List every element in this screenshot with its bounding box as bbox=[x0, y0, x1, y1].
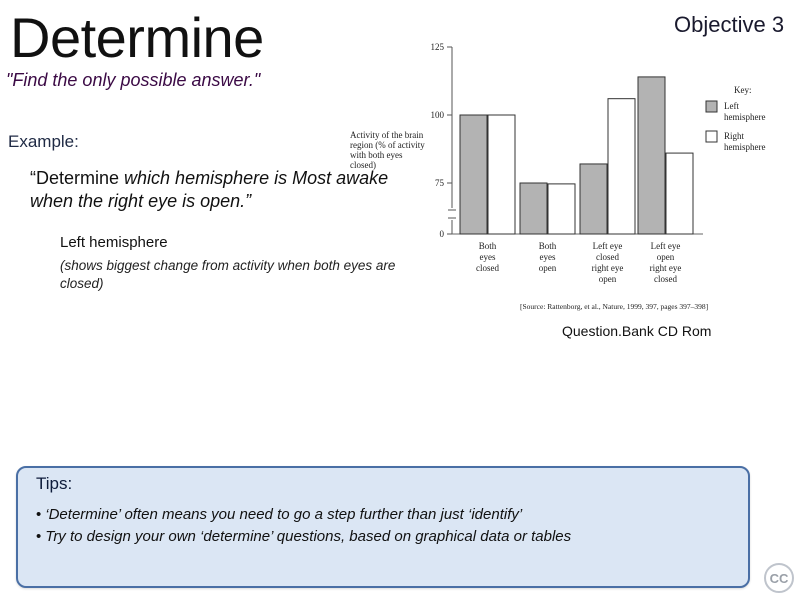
tips-list: ‘Determine’ often means you need to go a… bbox=[36, 504, 571, 548]
x-tick-label: Left eye bbox=[651, 241, 681, 251]
legend-label: Right bbox=[724, 131, 745, 141]
x-tick-label: Both bbox=[479, 241, 497, 251]
y-axis-label: region (% of activity bbox=[350, 140, 425, 150]
tips-title: Tips: bbox=[36, 474, 73, 493]
example-label: Example: bbox=[8, 132, 79, 151]
legend-swatch bbox=[705, 100, 718, 113]
objective-label: Objective 3 bbox=[674, 12, 785, 37]
x-tick-label: right eye bbox=[592, 263, 624, 273]
x-tick-label: Left eye bbox=[593, 241, 623, 251]
x-tick-label: right eye bbox=[650, 263, 682, 273]
y-tick-label: 75 bbox=[435, 178, 445, 188]
bar bbox=[487, 114, 516, 235]
answer-note: (shows biggest change from activity when… bbox=[60, 258, 396, 291]
slide-title: Determine bbox=[10, 6, 264, 69]
bar bbox=[607, 98, 636, 235]
answer-text: Left hemisphere bbox=[60, 234, 168, 251]
legend-title: Key: bbox=[734, 85, 752, 95]
example-quote: “Determine which hemisphere is Most awak… bbox=[30, 167, 410, 213]
bar bbox=[519, 182, 548, 235]
y-axis-label: closed) bbox=[350, 160, 376, 170]
credit-text: Question.Bank CD Rom bbox=[562, 323, 712, 339]
x-tick-label: closed bbox=[476, 263, 499, 273]
y-axis-label: with both eyes bbox=[350, 150, 403, 160]
legend-label: Left bbox=[724, 101, 739, 111]
example-keyword: “Determine bbox=[30, 168, 120, 188]
x-tick-label: open bbox=[539, 263, 557, 273]
instruction-text: "Find the only possible answer." bbox=[6, 70, 261, 90]
x-tick-label: eyes bbox=[540, 252, 556, 262]
x-tick-label: closed bbox=[596, 252, 619, 262]
y-tick-label: 100 bbox=[431, 110, 445, 120]
bar bbox=[637, 76, 666, 235]
tip-item: Try to design your own ‘determine’ quest… bbox=[36, 526, 571, 548]
x-tick-label: open bbox=[657, 252, 675, 262]
legend-label: hemisphere bbox=[724, 112, 765, 122]
y-tick-label: 0 bbox=[440, 229, 445, 239]
bar bbox=[459, 114, 488, 235]
bar bbox=[665, 152, 694, 235]
x-tick-label: closed bbox=[654, 274, 677, 284]
chart-source: [Source: Rattenborg, et al., Nature, 199… bbox=[520, 302, 708, 311]
x-tick-label: open bbox=[599, 274, 617, 284]
x-tick-label: Both bbox=[539, 241, 557, 251]
x-tick-label: eyes bbox=[480, 252, 496, 262]
tip-item: ‘Determine’ often means you need to go a… bbox=[36, 504, 571, 526]
cc-license-icon: CC bbox=[764, 563, 794, 593]
legend-label: hemisphere bbox=[724, 142, 765, 152]
bar bbox=[579, 163, 608, 235]
y-axis-label: Activity of the brain bbox=[350, 130, 424, 140]
legend-swatch bbox=[705, 130, 718, 143]
y-tick-label: 125 bbox=[431, 42, 445, 52]
bar bbox=[547, 183, 576, 235]
tips-box: Tips: ‘Determine’ often means you need t… bbox=[16, 466, 750, 588]
example-question: which hemisphere is Most awake when the … bbox=[30, 168, 389, 211]
